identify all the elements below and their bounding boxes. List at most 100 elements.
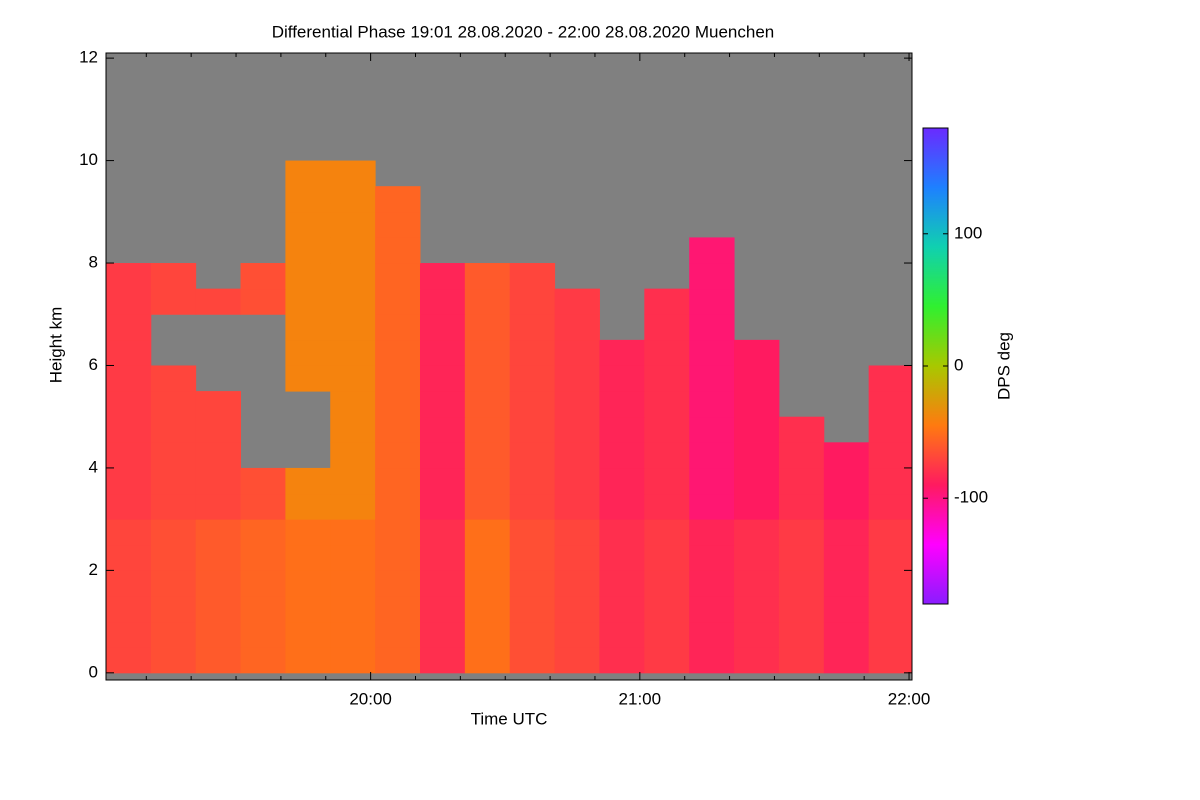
heatmap-cell: [285, 186, 331, 213]
heatmap-cell: [509, 621, 556, 648]
heatmap-cell: [330, 647, 376, 674]
heatmap-cell: [375, 519, 421, 546]
heatmap-cell: [554, 544, 600, 571]
heatmap-cell: [150, 442, 197, 469]
heatmap-cell: [644, 339, 690, 366]
heatmap-cell: [375, 493, 421, 520]
heatmap-cell: [106, 544, 152, 571]
heatmap-cell: [509, 647, 556, 674]
chart-title: Differential Phase 19:01 28.08.2020 - 22…: [272, 22, 775, 41]
heatmap-cell: [689, 595, 735, 623]
heatmap-cell: [285, 339, 331, 366]
heatmap-cell: [285, 288, 331, 315]
heatmap-cell: [330, 365, 376, 392]
heatmap-cell: [330, 416, 376, 443]
heatmap-cell: [285, 544, 331, 571]
heatmap-cell: [420, 288, 466, 315]
heatmap-cell: [420, 442, 466, 469]
heatmap-cell: [464, 314, 511, 341]
heatmap-cell: [599, 339, 645, 366]
heatmap-cell: [330, 570, 376, 597]
heatmap-cell: [240, 544, 286, 571]
heatmap-cell: [868, 391, 912, 418]
heatmap-cell: [330, 160, 376, 187]
heatmap-cell: [778, 544, 825, 571]
heatmap-cell: [106, 416, 152, 443]
heatmap-cell: [599, 519, 645, 546]
heatmap-cell: [823, 647, 870, 674]
y-tick-label: 6: [89, 355, 98, 374]
heatmap-cell: [734, 391, 780, 418]
heatmap-cell: [330, 519, 376, 546]
heatmap-cell: [240, 647, 286, 674]
heatmap-cell: [330, 186, 376, 213]
heatmap-cell: [644, 647, 690, 674]
heatmap-cell: [150, 391, 197, 418]
heatmap-cell: [868, 493, 912, 520]
heatmap-cell: [464, 288, 511, 315]
heatmap-cell: [689, 288, 735, 315]
heatmap-cell: [554, 595, 600, 623]
heatmap-cell: [420, 416, 466, 443]
heatmap-cell: [375, 442, 421, 469]
colorbar-label: DPS deg: [994, 332, 1013, 400]
heatmap-cell: [240, 467, 286, 495]
heatmap-cell: [150, 263, 197, 290]
heatmap-cell: [644, 544, 690, 571]
heatmap-cell: [464, 365, 511, 392]
heatmap-cell: [150, 570, 197, 597]
heatmap-cell: [689, 391, 735, 418]
heatmap-cell: [778, 595, 825, 623]
heatmap-cell: [195, 416, 242, 443]
heatmap-cell: [734, 570, 780, 597]
heatmap-cell: [599, 442, 645, 469]
x-tick-label: 20:00: [349, 689, 392, 708]
heatmap-cell: [330, 211, 376, 238]
heatmap-cell: [644, 519, 690, 546]
colorbar-tick-label: 0: [954, 355, 963, 374]
heatmap-cell: [868, 621, 912, 648]
heatmap-cell: [240, 493, 286, 520]
heatmap-cell: [240, 519, 286, 546]
heatmap-cell: [375, 186, 421, 213]
heatmap-cell: [823, 493, 870, 520]
heatmap-cell: [599, 570, 645, 597]
heatmap-cell: [778, 647, 825, 674]
heatmap-cell: [644, 493, 690, 520]
heatmap-cell: [464, 519, 511, 546]
heatmap-cell: [734, 544, 780, 571]
heatmap-cell: [464, 647, 511, 674]
heatmap-cell: [420, 365, 466, 392]
heatmap-cell: [644, 416, 690, 443]
heatmap-cell: [330, 237, 376, 264]
heatmap-cell: [599, 493, 645, 520]
heatmap-cell: [689, 314, 735, 341]
heatmap-cell: [554, 519, 600, 546]
heatmap-cell: [375, 467, 421, 495]
heatmap-cell: [106, 621, 152, 648]
heatmap-cell: [420, 595, 466, 623]
heatmap-cell: [150, 288, 197, 315]
heatmap-cell: [375, 339, 421, 366]
heatmap-cell: [689, 493, 735, 520]
heatmap-cell: [509, 519, 556, 546]
heatmap-cell: [375, 314, 421, 341]
heatmap-cell: [734, 647, 780, 674]
heatmap-cell: [554, 442, 600, 469]
heatmap-cell: [554, 339, 600, 366]
heatmap-cell: [778, 519, 825, 546]
heatmap-cell: [195, 647, 242, 674]
heatmap-cell: [868, 442, 912, 469]
heatmap-cell: [689, 621, 735, 648]
heatmap-cell: [195, 288, 242, 315]
heatmap-cell: [150, 493, 197, 520]
heatmap-cell: [420, 647, 466, 674]
heatmap-cell: [734, 467, 780, 495]
heatmap-cell: [375, 237, 421, 264]
heatmap-cell: [330, 544, 376, 571]
heatmap-cell: [644, 621, 690, 648]
heatmap-cell: [330, 391, 376, 418]
heatmap-cell: [734, 365, 780, 392]
heatmap-cell: [106, 391, 152, 418]
